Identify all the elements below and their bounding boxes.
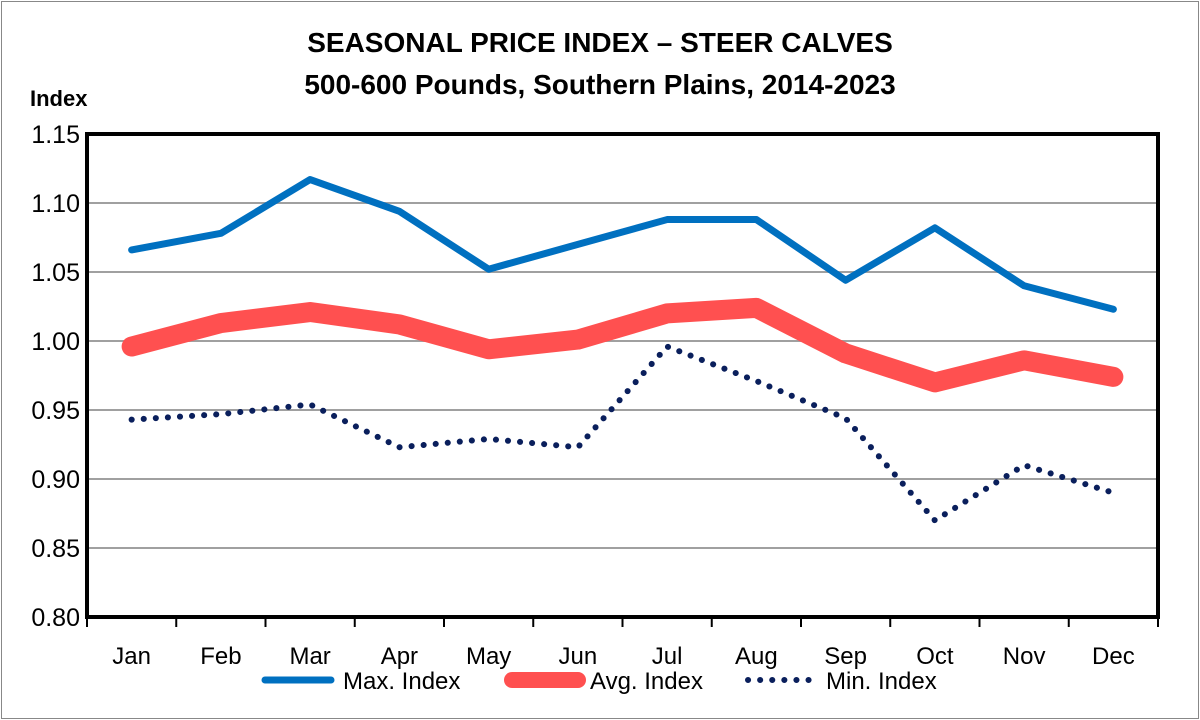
y-tick-label: 0.85 [31,535,80,563]
y-tick-label: 1.10 [31,190,80,218]
chart-subtitle: 500-600 Pounds, Southern Plains, 2014-20… [304,69,895,100]
x-tick-label: Jul [652,643,683,670]
plot-border [85,132,1160,619]
x-tick-label: Jan [112,643,151,670]
data-point [488,438,489,439]
data-point [1024,465,1025,466]
x-tick-label: May [466,643,511,670]
chart-title: SEASONAL PRICE INDEX – STEER CALVES [307,27,893,58]
x-tick-label: Jun [559,643,598,670]
x-tick-label: Mar [289,643,330,670]
legend-label: Min. Index [826,668,937,695]
y-tick-label: 1.15 [31,121,80,149]
series-line-1 [121,297,1124,393]
x-tick-label: Apr [381,643,418,670]
y-tick-label: 0.90 [31,466,80,494]
x-tick-label: Feb [200,643,241,670]
y-tick-label: 1.05 [31,259,80,287]
x-tick-label: Dec [1092,643,1135,670]
x-tick-label: Nov [1003,643,1046,670]
y-axis-label: Index [30,86,88,111]
data-point [1113,492,1114,493]
x-tick-label: Aug [735,643,778,670]
series-line-0 [128,176,1117,313]
legend-label: Max. Index [343,668,460,695]
x-tick-label: Sep [824,643,867,670]
legend-label: Avg. Index [590,668,703,695]
y-tick-label: 1.00 [31,328,80,356]
y-tick-label: 0.95 [31,397,80,425]
y-tick-label: 0.80 [31,604,80,632]
data-point [220,414,221,415]
x-tick-label: Oct [916,643,954,670]
